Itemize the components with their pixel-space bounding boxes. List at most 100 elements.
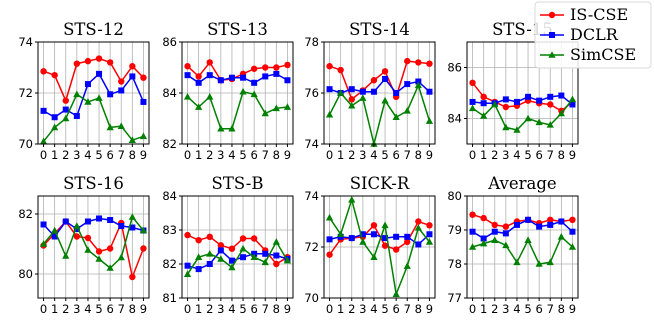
x-tick-label: 0 xyxy=(184,148,191,162)
data-point xyxy=(128,136,136,143)
legend-entry-dclr: DCLR xyxy=(540,25,619,44)
data-point xyxy=(381,242,389,249)
series-line xyxy=(472,98,574,131)
data-point xyxy=(184,231,191,239)
data-point xyxy=(140,98,147,105)
data-point xyxy=(95,55,103,62)
data-point xyxy=(51,233,58,240)
series-line xyxy=(328,197,431,297)
data-point xyxy=(206,250,214,257)
series-line xyxy=(187,61,288,82)
y-tick-label: 84 xyxy=(162,86,177,100)
data-point xyxy=(106,264,114,271)
data-point xyxy=(228,74,235,81)
data-point xyxy=(382,75,389,82)
data-point xyxy=(547,93,554,100)
data-point xyxy=(480,214,487,222)
data-point xyxy=(525,216,532,223)
plot-frame xyxy=(466,195,579,299)
data-point xyxy=(239,87,247,95)
data-point xyxy=(425,117,434,124)
x-tick-label: 9 xyxy=(140,148,147,162)
x-tick-label: 6 xyxy=(250,148,257,162)
series-simcse xyxy=(468,95,577,133)
series-simcse xyxy=(325,81,434,147)
data-point xyxy=(95,248,103,255)
legend-box xyxy=(534,1,652,69)
data-point xyxy=(228,263,236,271)
data-point xyxy=(502,123,510,131)
x-tick-label: 9 xyxy=(284,302,291,316)
data-point xyxy=(381,68,389,75)
data-point xyxy=(284,61,291,69)
data-point xyxy=(195,266,202,273)
data-point xyxy=(326,86,333,93)
data-point xyxy=(513,98,520,105)
data-point xyxy=(502,103,510,111)
x-tick-label: 2 xyxy=(62,148,69,162)
x-tick-label: 3 xyxy=(217,148,224,162)
x-tick-label: 1 xyxy=(480,302,487,316)
series-simcse xyxy=(468,233,577,267)
data-point xyxy=(250,65,258,72)
series-simcse xyxy=(39,90,148,145)
y-tick-label: 70 xyxy=(304,291,319,305)
data-point xyxy=(228,257,235,264)
data-point xyxy=(73,60,81,67)
data-point xyxy=(468,243,477,250)
data-point xyxy=(502,230,509,237)
data-point xyxy=(239,235,247,242)
subplot-title: STS-13 xyxy=(207,20,268,39)
data-point xyxy=(217,255,225,262)
x-tick-label: 5 xyxy=(524,148,531,162)
x-tick-label: 0 xyxy=(326,148,333,162)
subplot-title: STS-B xyxy=(212,174,264,193)
data-point xyxy=(262,64,269,71)
x-tick-label: 2 xyxy=(348,148,355,162)
data-point xyxy=(184,262,191,269)
x-tick-label: 2 xyxy=(491,302,498,316)
series-line xyxy=(186,240,289,275)
data-point xyxy=(118,78,125,85)
data-point xyxy=(370,222,378,229)
data-point xyxy=(547,101,554,108)
data-point xyxy=(107,91,114,98)
data-point xyxy=(40,221,47,228)
data-point xyxy=(502,241,510,249)
data-point xyxy=(337,89,345,96)
y-tick-label: 82 xyxy=(18,207,33,221)
data-point xyxy=(206,261,213,267)
data-point xyxy=(84,57,92,65)
data-point xyxy=(425,238,434,245)
x-tick-label: 7 xyxy=(547,148,554,162)
y-tick-label: 77 xyxy=(447,291,462,305)
data-point xyxy=(206,233,213,240)
x-tick-label: 6 xyxy=(250,302,257,316)
data-point xyxy=(118,223,125,229)
data-point xyxy=(426,222,433,229)
subplot-title: Average xyxy=(487,174,556,193)
data-point xyxy=(403,262,411,269)
data-point xyxy=(140,245,147,252)
series-line xyxy=(328,220,430,256)
y-tick-label: 86 xyxy=(447,61,462,75)
series-is-cse xyxy=(184,231,291,268)
data-point xyxy=(139,226,148,234)
data-point xyxy=(535,118,543,126)
data-point xyxy=(524,114,532,122)
data-point xyxy=(568,243,577,250)
data-point xyxy=(348,86,355,93)
data-point xyxy=(39,137,48,145)
series-line xyxy=(472,235,573,265)
x-tick-label: 5 xyxy=(95,148,102,162)
data-point xyxy=(348,96,355,103)
series-line xyxy=(42,93,144,142)
subplot-title: STS-12 xyxy=(63,20,124,39)
data-point xyxy=(480,100,487,107)
x-tick-label: 5 xyxy=(524,302,531,316)
series-line xyxy=(472,213,573,228)
x-tick-label: 7 xyxy=(262,302,269,316)
x-tick-label: 0 xyxy=(326,302,333,316)
x-tick-label: 3 xyxy=(73,302,80,316)
